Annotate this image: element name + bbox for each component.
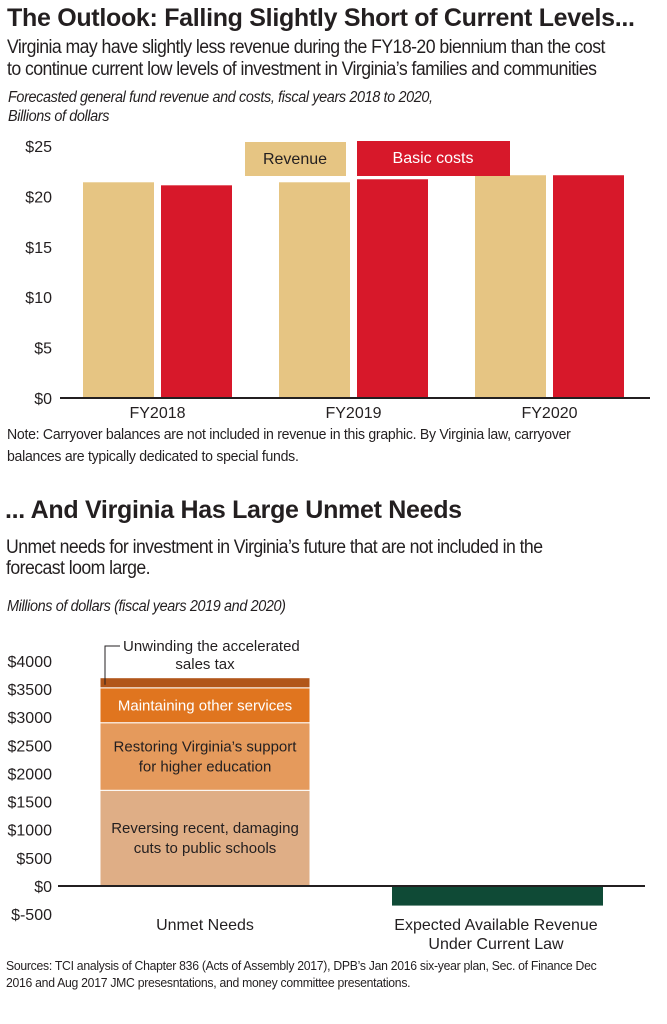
stack-segment	[99, 687, 311, 724]
y-tick-label: $0	[34, 879, 52, 896]
note-line-1: Note: Carryover balances are not include…	[7, 426, 571, 443]
x-tick-label: FY2018	[129, 405, 185, 420]
chart1-svg: $0 $5 $10 $15 $20 $25 FY2018 FY2019 FY2020 Revenu…	[25, 139, 650, 420]
bar-costs	[357, 179, 428, 398]
y-tick-label: $3500	[8, 682, 53, 699]
bar-costs	[161, 185, 232, 398]
chart2-caption: Millions of dollars (fiscal years 2019 a…	[7, 598, 286, 615]
section2-subtitle-line-2: forecast loom large.	[6, 558, 151, 579]
callout-leader-line	[104, 645, 120, 685]
callout-label-line-1: Unwinding the accelerated	[123, 638, 300, 655]
section2-subtitle-line-1: Unmet needs for investment in Virginia’s…	[6, 537, 543, 558]
subtitle-line-1: Virginia may have slightly less revenue …	[7, 37, 605, 58]
segment-label: for higher education	[139, 759, 272, 776]
y-tick-label: $500	[16, 851, 52, 868]
segment-label: Restoring Virginia’s support	[114, 739, 298, 756]
segment-label: Maintaining other services	[118, 697, 292, 714]
y-tick-label: $10	[25, 290, 52, 307]
chart1-caption-line-1: Forecasted general fund revenue and cost…	[8, 89, 433, 106]
y-tick-label: $3000	[8, 710, 53, 727]
bar-expected-revenue	[392, 887, 603, 906]
y-tick-label: $15	[25, 240, 52, 257]
sources-line-2: 2016 and Aug 2017 JMC presesntations, an…	[6, 975, 411, 990]
section2-title: ... And Virginia Has Large Unmet Needs	[5, 496, 462, 524]
segment-label: cuts to public schools	[134, 840, 277, 857]
y-tick-label: $-500	[11, 907, 52, 924]
y-tick-label: $1500	[8, 795, 53, 812]
x-category-label: Under Current Law	[428, 936, 564, 953]
y-tick-label: $20	[25, 189, 52, 206]
y-tick-label: $0	[34, 391, 52, 408]
callout-label-line-2: sales tax	[175, 656, 235, 673]
y-tick-label: $1000	[8, 823, 53, 840]
chart2-svg: $-500 $0 $500 $1000 $1500 $2000 $2500 $3000 $350…	[8, 638, 645, 953]
sources-line-1: Sources: TCI analysis of Chapter 836 (Ac…	[6, 958, 597, 973]
x-tick-label: FY2019	[325, 405, 381, 420]
y-tick-label: $5	[34, 341, 52, 358]
stack-segment	[99, 789, 311, 887]
y-tick-label: $2000	[8, 766, 53, 783]
bar-revenue	[279, 182, 350, 398]
legend-swatch-revenue	[245, 142, 346, 176]
bar-revenue	[83, 182, 154, 398]
y-tick-label: $2500	[8, 738, 53, 755]
legend-swatch-costs	[357, 141, 510, 176]
y-tick-label: $4000	[8, 654, 53, 671]
legend-label-revenue: Revenue	[263, 151, 327, 168]
x-tick-label: FY2020	[521, 405, 577, 420]
x-category-label: Expected Available Revenue	[394, 917, 598, 934]
y-tick-label: $25	[25, 139, 52, 156]
stack-segment	[99, 677, 311, 689]
subtitle-line-2: to continue current low levels of invest…	[7, 59, 597, 80]
chart1-caption-line-2: Billions of dollars	[8, 108, 110, 125]
stack-segment	[99, 722, 311, 791]
legend-label-costs: Basic costs	[393, 150, 474, 167]
bar-costs	[553, 175, 624, 398]
main-title: The Outlook: Falling Slightly Short of C…	[7, 4, 635, 32]
segment-label: Reversing recent, damaging	[111, 820, 299, 837]
bar-revenue	[475, 175, 546, 398]
x-category-label: Unmet Needs	[156, 917, 254, 934]
note-line-2: balances are typically dedicated to spec…	[7, 448, 299, 465]
